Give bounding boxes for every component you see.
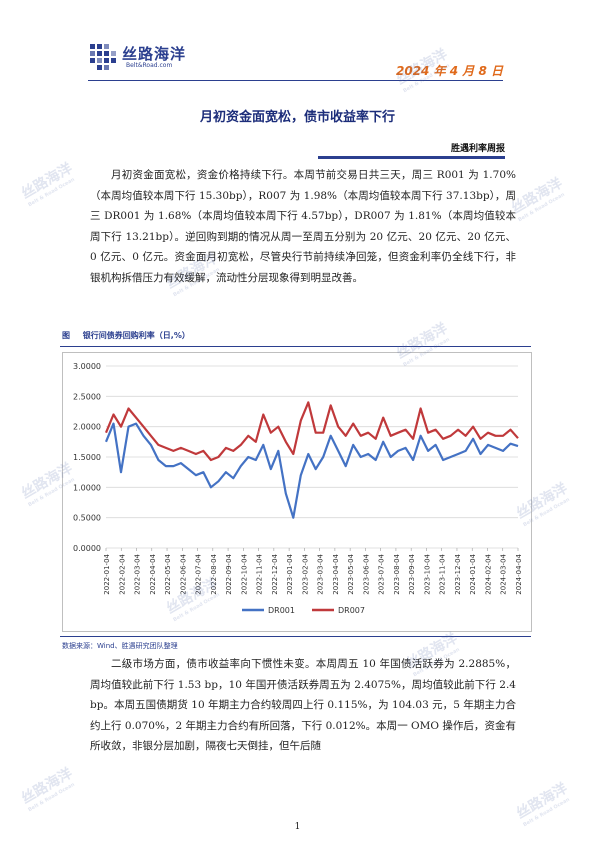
chart-series [104,401,519,519]
x-tick-label: 2023-04-04 [332,553,340,594]
x-tick-label: 2023-01-04 [286,553,294,594]
x-axis-ticks: 2022-01-04 2022-02-04 2022-03-04 2022-04-04… [103,548,523,595]
figure-caption: 图 银行间债券回购利率（日,%） [62,330,190,341]
x-tick-label: 2023-09-04 [408,553,416,594]
y-tick-label: 0.0000 [73,544,101,553]
x-tick-label: 2022-03-04 [134,553,142,594]
legend-label-dr007: DR007 [338,606,365,615]
x-tick-label: 2022-10-04 [240,553,248,594]
series-line-dr007 [104,401,519,462]
x-tick-label: 2022-09-04 [225,553,233,594]
figure-caption-text: 银行间债券回购利率（日,%） [82,331,190,340]
y-axis-ticks: 0.0000 0.5000 1.0000 1.5000 2.0000 2.5000 3.00… [73,362,101,553]
repo-rate-line-chart: 0.0000 0.5000 1.0000 1.5000 2.0000 2.5000 3.00… [62,352,532,632]
x-tick-label: 2024-03-04 [500,553,508,594]
x-tick-label: 2024-04-04 [515,553,523,594]
x-tick-label: 2023-06-04 [362,553,370,594]
figure-caption-divider [60,346,531,347]
source-divider [60,636,531,637]
chart-legend: DR001 DR007 [242,606,365,615]
x-tick-label: 2024-01-04 [469,553,477,594]
y-tick-label: 0.5000 [73,514,101,523]
report-type-divider [318,156,505,159]
x-tick-label: 2023-10-04 [423,553,431,594]
x-tick-label: 2022-01-04 [103,553,111,594]
y-tick-label: 2.5000 [73,392,101,401]
logo-english-text: Belt&Road.com [126,62,173,69]
x-tick-label: 2022-11-04 [256,553,264,594]
report-type-label: 胜遇利率周报 [450,144,505,154]
report-date: 2024 年 4 月 8 日 [396,64,503,78]
data-source-note: 数据来源：Wind、胜遇研究团队整理 [62,642,178,650]
y-tick-label: 1.5000 [73,453,101,462]
header-divider [88,80,503,81]
x-tick-label: 2023-12-04 [454,553,462,594]
page-title: 月初资金面宽松，债市收益率下行 [199,110,395,125]
x-tick-label: 2023-08-04 [393,553,401,594]
x-tick-label: 2023-07-04 [378,553,386,594]
x-tick-label: 2022-08-04 [210,553,218,594]
x-tick-label: 2022-05-04 [164,553,172,594]
paragraph-secondary-market: 二级市场方面，债市收益率向下惯性未变。本周周五 10 年国债活跃券为 2.288… [90,658,516,752]
y-tick-label: 2.0000 [73,423,101,432]
series-line-dr001 [104,422,519,519]
x-tick-label: 2022-04-04 [149,553,157,594]
x-tick-label: 2022-12-04 [271,553,279,594]
y-tick-label: 1.0000 [73,483,101,492]
x-tick-label: 2023-05-04 [347,553,355,594]
x-tick-label: 2023-11-04 [439,553,447,594]
chart-gridlines [106,365,518,549]
y-tick-label: 3.0000 [73,362,101,371]
x-tick-label: 2022-07-04 [195,553,203,594]
legend-label-dr001: DR001 [268,606,295,615]
x-tick-label: 2023-02-04 [301,553,309,594]
paragraph-money-market: 月初资金面宽松，资金价格持续下行。本周节前交易日共三天，周三 R001 为 1.… [90,169,516,284]
globe-grid-icon [90,44,116,70]
x-tick-label: 2023-03-04 [317,553,325,594]
logo-chinese-text: 丝路海洋 [122,45,187,63]
x-tick-label: 2022-06-04 [179,553,187,594]
x-tick-label: 2022-02-04 [118,553,126,594]
company-logo: 丝路海洋 Belt&Road.com [88,42,198,76]
figure-label: 图 [62,331,70,340]
x-tick-label: 2024-02-04 [484,553,492,594]
page-number: 1 [294,822,301,832]
